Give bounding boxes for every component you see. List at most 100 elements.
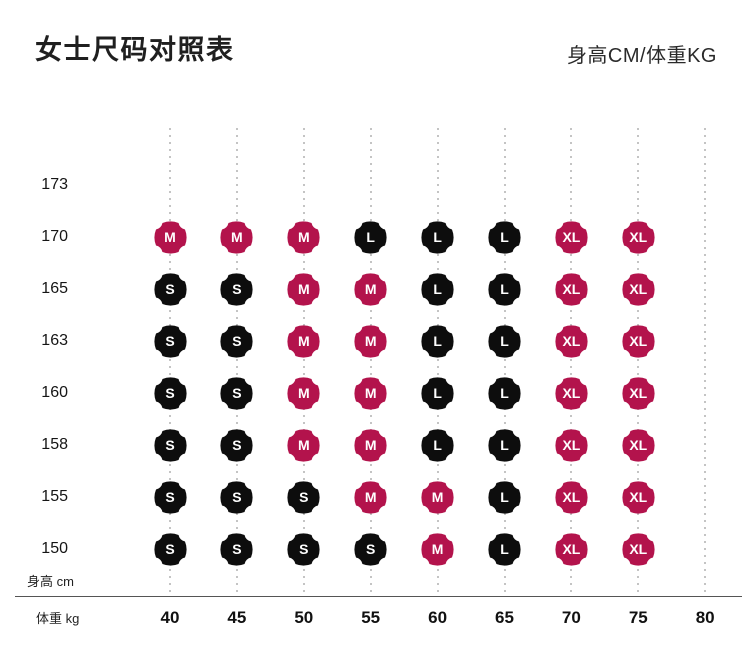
badge-shape [421,272,454,306]
size-badge: L [421,324,454,358]
y-tick-label: 158 [41,436,68,453]
badge-size-label: L [500,541,509,557]
badge-shape [153,428,187,462]
badge-shape [220,324,253,358]
size-badge: L [421,272,454,306]
badge-size-label: XL [562,437,581,453]
size-badge: M [421,532,454,566]
size-badge: XL [622,428,655,462]
size-badge: L [421,220,454,254]
size-badge: L [488,324,521,358]
badge-shape [354,376,387,410]
size-badge: M [287,324,320,358]
badge-shape [220,272,253,306]
badge-size-label: L [433,437,442,453]
y-axis-title: 身高 cm [27,574,74,589]
badge-size-label: M [297,281,310,297]
size-badge: S [153,324,187,358]
badge-shape [555,428,588,462]
badge-size-label: S [366,541,376,557]
badge-size-label: L [500,333,509,349]
size-badge: S [220,532,253,566]
badge-size-label: XL [562,385,581,401]
size-badge: L [421,376,454,410]
grid-line [302,128,305,596]
size-badge: S [153,428,187,462]
size-badge: S [220,428,253,462]
y-tick-label: 163 [41,332,68,349]
badge-size-label: L [500,281,509,297]
x-tick-label: 55 [361,608,381,627]
badge-size-label: L [433,333,442,349]
badge-shape [421,324,454,358]
y-tick-label: 155 [41,488,68,505]
badge-shape [421,428,454,462]
size-badge: L [488,480,521,514]
size-badge: S [153,272,187,306]
x-tick-label: 70 [561,608,581,627]
grid-line [369,128,372,596]
page-title: 女士尺码对照表 [35,35,235,65]
badge-size-label: M [431,541,444,557]
size-badge: M [287,428,320,462]
badge-size-label: L [500,229,509,245]
size-badge: L [421,428,454,462]
x-tick-label: 45 [227,608,247,627]
badge-shape [220,220,253,254]
badge-shape [354,220,387,254]
badge-size-label: L [433,385,442,401]
size-badge: M [287,376,320,410]
badge-shape [488,324,521,358]
badge-size-label: M [297,437,310,453]
y-tick-label: 165 [41,280,68,297]
badge-shape [153,376,187,410]
badge-size-label: S [232,333,242,349]
x-tick-label: 80 [695,608,715,627]
badge-shape [488,376,521,410]
size-badge: M [354,480,387,514]
badge-shape [287,376,320,410]
badge-size-label: XL [629,437,648,453]
badge-shape [622,272,655,306]
grid-line [637,128,640,596]
badge-shape [488,480,521,514]
size-badge: XL [622,324,655,358]
badge-shape [287,428,320,462]
badge-size-label: S [165,541,175,557]
size-badge: S [153,532,187,566]
badge-size-label: S [165,333,175,349]
size-badge: L [488,428,521,462]
x-tick-label: 75 [628,608,648,627]
badge-shape [287,532,320,566]
badge-shape [153,324,187,358]
badge-shape [555,376,588,410]
size-badge: XL [622,376,655,410]
badge-shape [220,376,253,410]
badge-size-label: M [164,229,176,245]
badge-shape [421,532,454,566]
units-label: 身高CM/体重KG [566,45,717,67]
badge-shape [220,428,253,462]
badge-shape [488,220,521,254]
x-tick-label: 50 [294,608,314,627]
size-badge: XL [622,532,655,566]
grid-line [503,128,506,596]
badge-shape [153,532,187,566]
x-tick-label: 65 [495,608,514,627]
badge-size-label: XL [562,541,581,557]
badge-size-label: S [165,385,175,401]
badge-size-label: XL [629,489,648,505]
badge-shape [555,324,588,358]
y-tick-label: 160 [41,384,68,401]
badge-shape [153,480,187,514]
badge-shape [555,272,588,306]
x-axis-line [15,596,742,597]
badge-size-label: M [364,489,377,505]
badge-size-label: S [165,281,175,297]
badge-size-label: M [231,229,243,245]
size-badge: S [287,532,320,566]
badge-size-label: XL [629,229,648,245]
grid-line [704,128,707,596]
badge-shape [421,376,454,410]
